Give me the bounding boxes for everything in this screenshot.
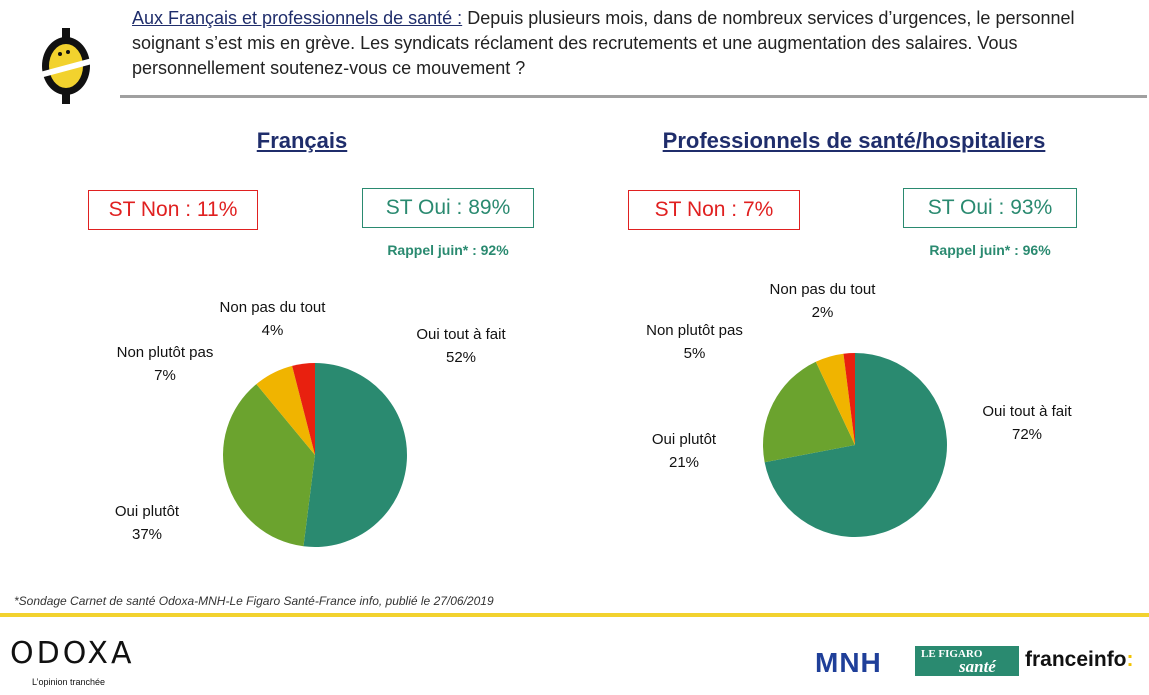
odoxa-logo-icon (40, 28, 92, 104)
slice-category: Oui tout à fait (982, 403, 1072, 420)
question-lead: Aux Français et professionnels de santé … (132, 8, 463, 28)
franceinfo-text: franceinfo (1025, 648, 1127, 671)
pie-slice-oui-plutot (223, 384, 315, 547)
pie-chart-francais (223, 363, 407, 547)
odoxa-logo: ODOXA (10, 636, 135, 671)
slice-label-oui-tout-a-fait: Oui tout à fait 52% (396, 323, 526, 369)
slice-category: Non pas du tout (769, 281, 876, 298)
pie-slice-oui-tout-a-fait (764, 353, 947, 537)
slice-value: 52% (445, 349, 477, 366)
slice-category: Non plutôt pas (116, 344, 214, 361)
slice-value: 72% (1011, 426, 1043, 443)
mnh-logo: MNH (815, 647, 882, 678)
franceinfo-logo: franceinfo: (1025, 648, 1134, 672)
slice-value: 2% (811, 304, 834, 321)
odoxa-tagline: L’opinion tranchée (32, 677, 106, 687)
slice-label-non-plutot-pas: Non plutôt pas 7% (90, 341, 240, 387)
slice-category: Oui plutôt (114, 503, 180, 520)
pie-slice-oui-plutot (763, 361, 855, 463)
footnote: *Sondage Carnet de santé Odoxa-MNH-Le Fi… (14, 594, 494, 608)
figaro-sante-logo: LE FIGARO santé (915, 646, 1019, 676)
slice-label-oui-plutot: Oui plutôt 37% (87, 500, 207, 546)
slice-label-oui-tout-a-fait: Oui tout à fait 72% (962, 400, 1092, 446)
slice-value: 4% (261, 322, 284, 339)
pie-slice-non-plutot-pas (815, 353, 855, 445)
slice-value: 37% (131, 526, 163, 543)
st-oui-box: ST Oui : 89% (362, 188, 534, 228)
rappel-juin: Rappel juin* : 96% (929, 242, 1051, 258)
slice-label-non-plutot-pas: Non plutôt pas 5% (622, 319, 767, 365)
slice-value: 7% (154, 367, 176, 384)
panel-title-francais: Français (256, 128, 348, 153)
footer-divider (0, 613, 1149, 617)
survey-question: Aux Français et professionnels de santé … (132, 6, 1092, 81)
header-divider (120, 95, 1147, 98)
panel-title-professionnels: Professionnels de santé/hospitaliers (662, 128, 1046, 153)
slice-label-non-pas-du-tout: Non pas du tout 4% (200, 296, 345, 342)
slice-label-non-pas-du-tout: Non pas du tout 2% (750, 278, 895, 324)
st-oui-box: ST Oui : 93% (903, 188, 1077, 228)
slice-category: Oui plutôt (651, 431, 717, 448)
franceinfo-colon: : (1126, 648, 1134, 671)
slice-value: 21% (668, 454, 700, 471)
figaro-top: LE FIGARO (921, 648, 983, 660)
slice-category: Non pas du tout (219, 299, 326, 316)
slice-value: 5% (683, 345, 706, 362)
st-non-box: ST Non : 11% (88, 190, 258, 230)
pie-slice-non-pas-du-tout (292, 363, 315, 455)
slice-label-oui-plutot: Oui plutôt 21% (634, 428, 734, 474)
pie-chart-professionnels (763, 353, 947, 537)
st-non-box: ST Non : 7% (628, 190, 800, 230)
pie-slice-non-plutot-pas (256, 365, 315, 455)
pie-slice-oui-tout-a-fait (303, 363, 407, 547)
figaro-bottom: santé (959, 657, 996, 676)
slice-category: Oui tout à fait (416, 326, 506, 343)
question-text: Depuis plusieurs mois, dans de nombreux … (132, 8, 1075, 78)
pie-slice-non-pas-du-tout (843, 353, 855, 445)
rappel-juin: Rappel juin* : 92% (387, 242, 509, 258)
slice-category: Non plutôt pas (646, 322, 743, 339)
